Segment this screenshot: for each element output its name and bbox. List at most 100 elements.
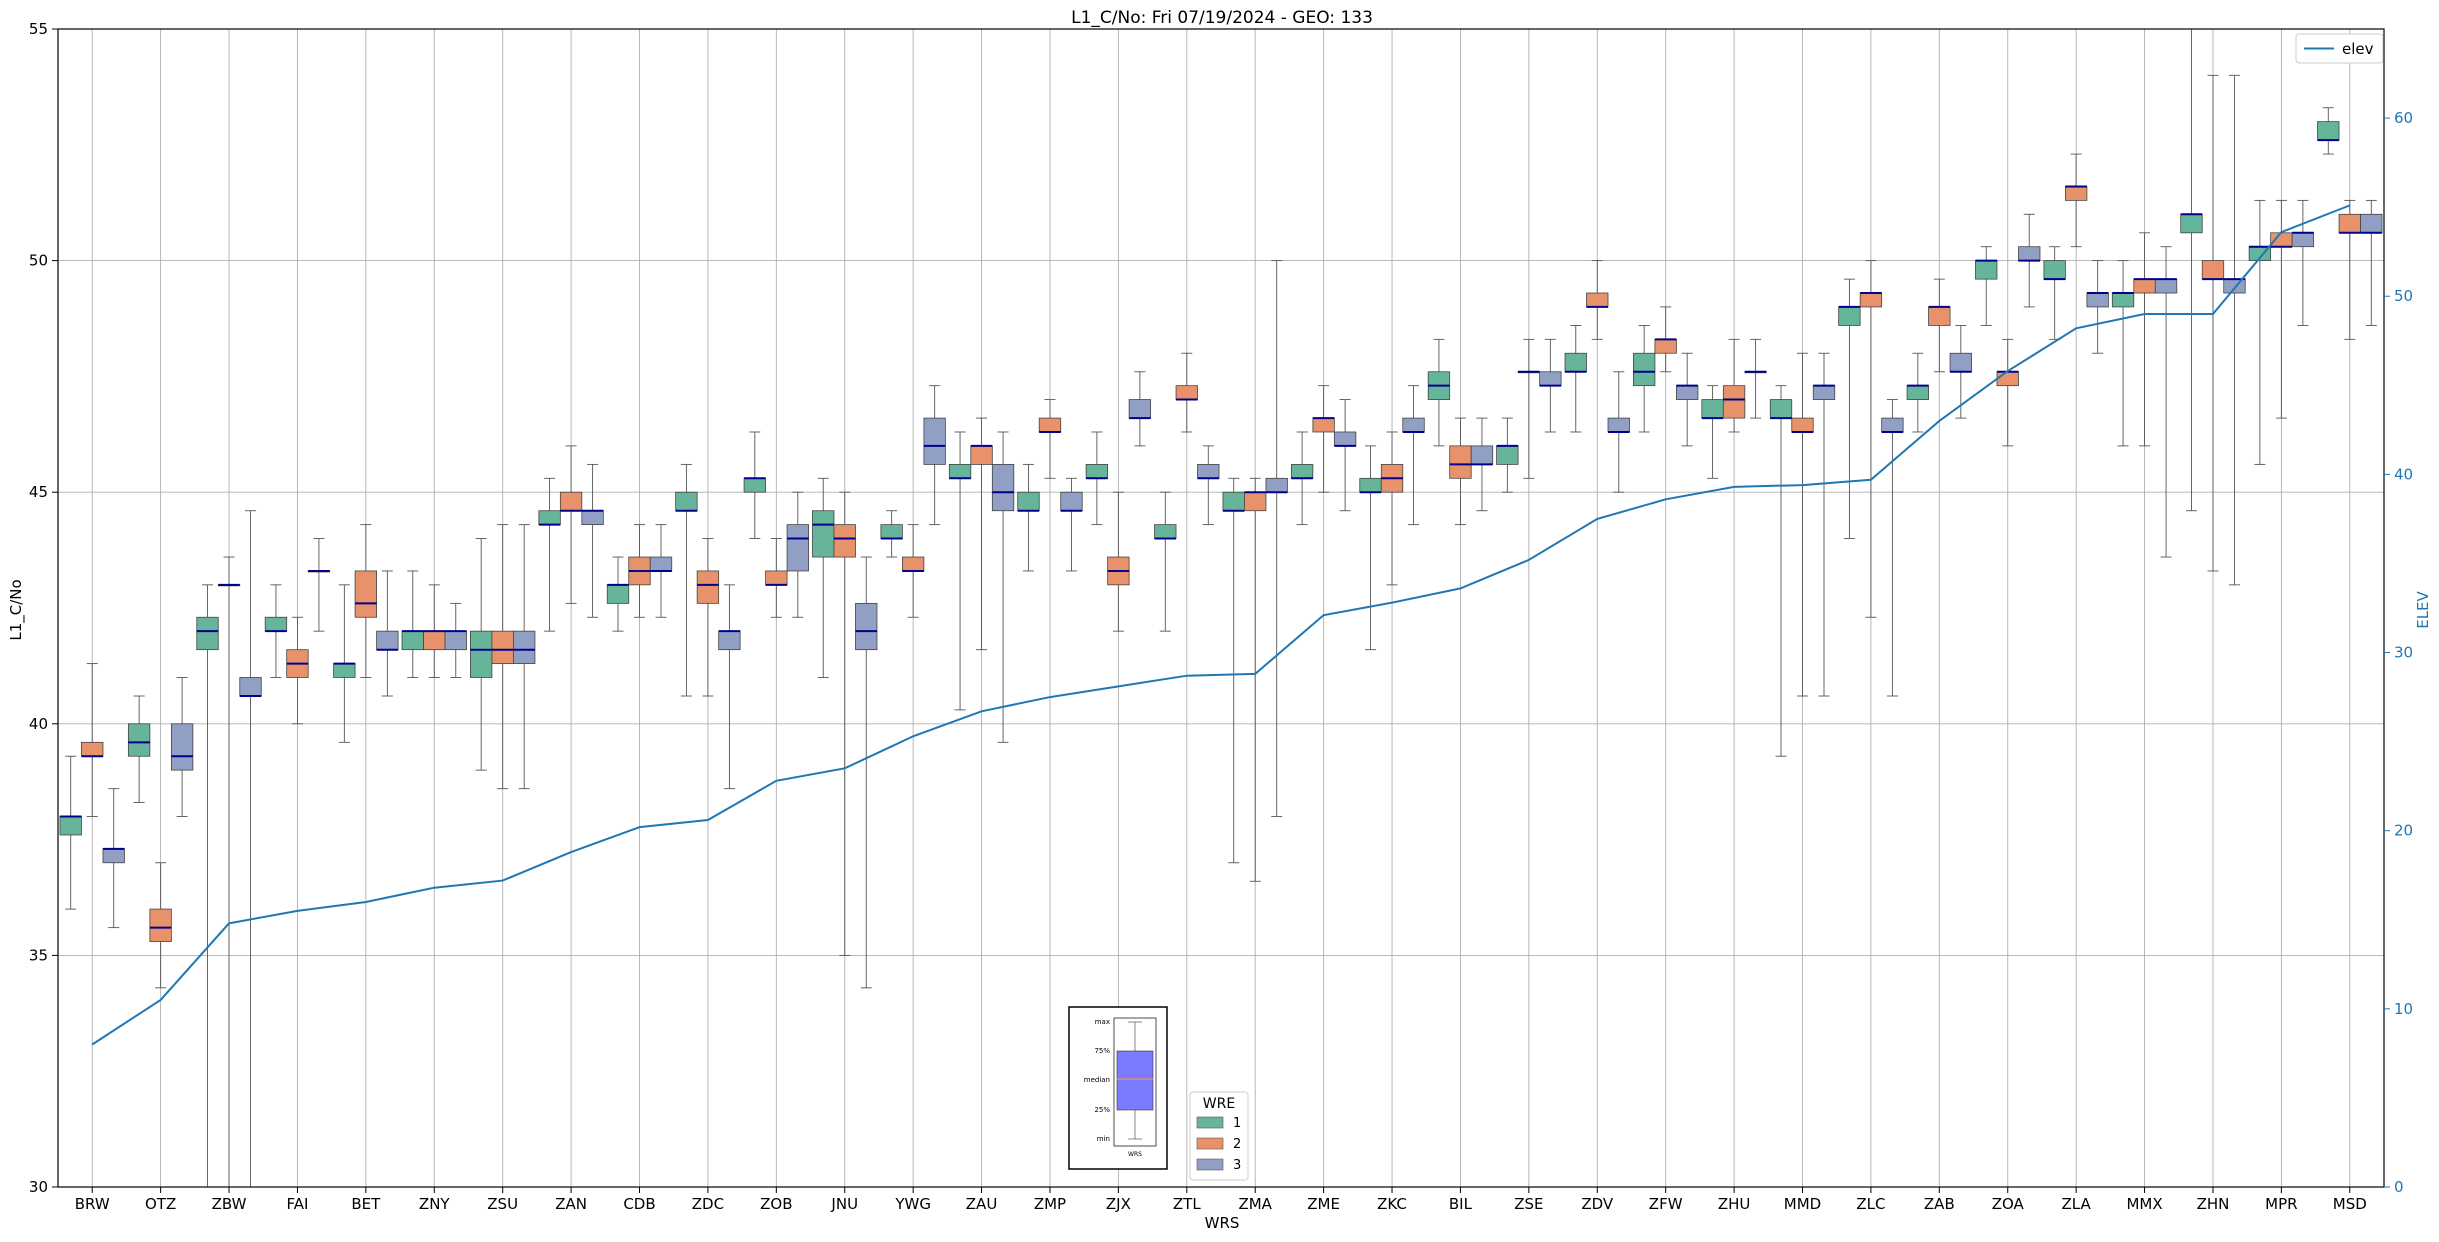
legend-wre-label-2: 2 [1233, 1137, 1241, 1152]
x-tick-label: BRW [75, 1195, 110, 1213]
y-tick-label: 40 [29, 715, 48, 733]
box-3-JNU [855, 556, 878, 989]
box-3-BET [376, 570, 399, 697]
box-2-CDB [628, 524, 651, 618]
box-iqr [581, 510, 604, 526]
x-tick-label: ZSU [487, 1195, 518, 1213]
legend-wre-title: WRE [1203, 1096, 1235, 1112]
box-3-ZBW [239, 510, 262, 1188]
box-2-MMX [2133, 232, 2156, 447]
x-tick-label: ZHU [1718, 1195, 1751, 1213]
box-iqr [1154, 524, 1177, 539]
box-iqr [1586, 292, 1609, 308]
box-1-MMX [2111, 260, 2135, 447]
box-3-ZLC [1881, 399, 1904, 697]
inset-label-q3: 75% [1094, 1047, 1110, 1055]
box-iqr [833, 524, 856, 558]
y-tick-label: 30 [29, 1178, 48, 1196]
x-tick-label: ZBW [212, 1195, 247, 1213]
x-tick-label: ZDV [1581, 1195, 1614, 1213]
x-tick-label: ZOA [1992, 1195, 2025, 1213]
y2-tick-label: 60 [2394, 109, 2413, 127]
box-2-ZLC [1859, 260, 1883, 618]
box-2-ZHU [1722, 338, 1746, 433]
box-iqr [1769, 399, 1793, 419]
box-3-MSD [2360, 199, 2383, 326]
box-iqr [2154, 278, 2178, 294]
box-iqr [696, 570, 720, 604]
box-3-ZDC [718, 584, 741, 790]
box-1-ZHN [2180, 28, 2203, 512]
legend-wre-label-1: 1 [1233, 1116, 1241, 1131]
legend-wre-frame [1189, 1091, 1249, 1181]
box-iqr [2338, 213, 2361, 234]
box-iqr [991, 464, 1015, 512]
box-iqr [2133, 278, 2156, 294]
x-tick-label: ZLC [1856, 1195, 1885, 1213]
box-3-ZSE [1539, 338, 1562, 433]
x-tick-label: ZKC [1377, 1195, 1407, 1213]
box-1-ZHU [1701, 385, 1724, 479]
box-iqr [606, 584, 630, 604]
box-iqr [423, 630, 446, 651]
box-2-ZMP [1038, 399, 1062, 479]
box-iqr [2086, 292, 2109, 308]
box-iqr [170, 723, 194, 771]
inset-label-max: max [1095, 1018, 1110, 1026]
box-iqr [538, 510, 561, 526]
chart-title: L1_C/No: Fri 07/19/2024 - GEO: 133 [1071, 8, 1373, 28]
box-iqr [743, 477, 766, 493]
box-iqr [401, 630, 424, 651]
box-2-ZDC [696, 538, 720, 697]
inset-box [1116, 1050, 1154, 1111]
box-iqr [901, 556, 925, 572]
box-1-MMD [1769, 385, 1793, 757]
box-1-JNU [812, 477, 835, 678]
x-tick-label: ZTL [1173, 1195, 1201, 1213]
y-tick-label: 50 [29, 252, 48, 270]
box-iqr [765, 570, 788, 586]
box-iqr [2291, 232, 2315, 248]
y-tick-label: 55 [29, 20, 48, 38]
box-iqr [1928, 306, 1951, 326]
box-iqr [1496, 445, 1519, 465]
line-layer [91, 204, 2351, 1046]
box-iqr [1791, 417, 1814, 433]
box-2-ZOA [1996, 338, 2019, 447]
box-iqr [196, 616, 219, 651]
box-1-ZAB [1906, 352, 1929, 433]
box-2-BET [354, 524, 378, 678]
box-iqr [2223, 278, 2246, 294]
box-iqr [2064, 186, 2088, 201]
box-3-MPR [2291, 199, 2315, 326]
box-iqr [1722, 385, 1746, 419]
box-iqr [1906, 385, 1929, 400]
x-tick-label: ZNY [419, 1195, 450, 1213]
box-1-MPR [2248, 199, 2272, 465]
box-3-ZSU [513, 524, 536, 790]
box-iqr [239, 677, 262, 697]
box-2-JNU [833, 491, 856, 956]
box-iqr [1333, 431, 1357, 447]
box-3-CDB [649, 524, 673, 618]
box-2-FAI [286, 616, 309, 725]
box-3-ZME [1333, 399, 1357, 512]
box-iqr [1449, 445, 1472, 479]
box-2-ZAU [970, 417, 993, 651]
box-iqr [1975, 260, 1998, 280]
box-3-FAI [307, 538, 331, 632]
x-tick-label: FAI [286, 1195, 308, 1213]
box-iqr [1290, 464, 1314, 479]
box-1-ZSE [1496, 417, 1519, 493]
box-1-ZOA [1975, 246, 1998, 326]
box-3-ZLA [2086, 260, 2109, 354]
legend-wre-swatch-1 [1196, 1116, 1224, 1129]
box-3-BIL [1470, 417, 1494, 512]
box-iqr [675, 491, 698, 512]
box-iqr [2360, 213, 2383, 234]
box-2-ZMA [1244, 477, 1267, 882]
box-iqr [2317, 121, 2340, 141]
box-1-FAI [264, 584, 288, 678]
box-iqr [923, 417, 946, 465]
